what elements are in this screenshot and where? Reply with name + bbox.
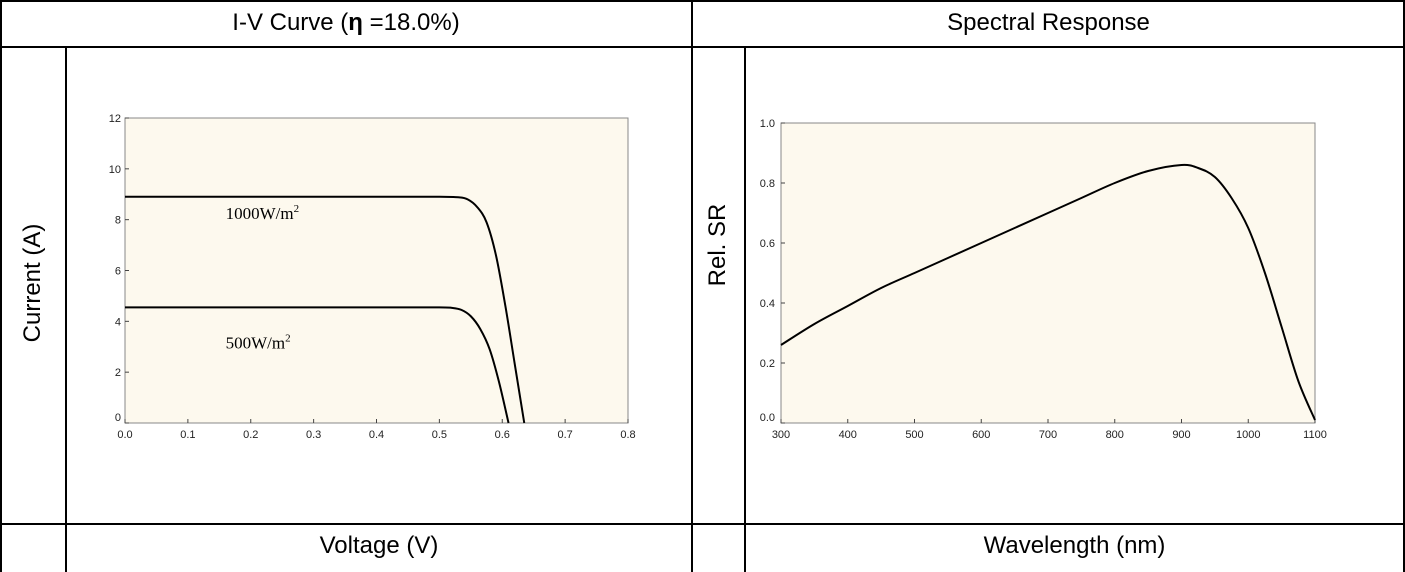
sr-y-tick-label-4: 0.8	[760, 178, 775, 190]
sr-x-tick-label-3: 600	[972, 429, 990, 441]
sr-x-tick-label-5: 800	[1106, 429, 1124, 441]
sr-x-tick-label-1: 400	[839, 429, 857, 441]
sr-x-tick-label-8: 1100	[1303, 429, 1327, 441]
sr-y-tick-label-0: 0.0	[760, 412, 775, 424]
sr-y-tick-label-3: 0.6	[760, 238, 775, 250]
sr-x-tick-label-2: 500	[905, 429, 923, 441]
sr-x-tick-label-7: 1000	[1236, 429, 1260, 441]
sr-y-tick-label-1: 0.2	[760, 358, 775, 370]
sr-x-tick-label-0: 300	[772, 429, 790, 441]
sr-plot-area	[781, 123, 1315, 423]
sr-y-tick-label-2: 0.4	[760, 298, 775, 310]
sr-y-tick-label-5: 1.0	[760, 118, 775, 130]
sr-x-tick-label-6: 900	[1172, 429, 1190, 441]
sr-x-tick-label-4: 700	[1039, 429, 1057, 441]
